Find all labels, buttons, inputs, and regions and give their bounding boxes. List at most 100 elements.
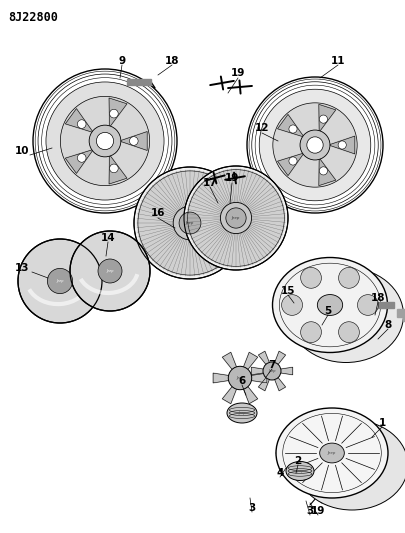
Ellipse shape [272,257,386,352]
Ellipse shape [281,295,302,316]
Circle shape [96,132,113,150]
Text: 1: 1 [377,418,385,428]
Circle shape [262,362,280,380]
Text: 9: 9 [118,56,125,66]
Circle shape [173,206,206,240]
Polygon shape [240,381,257,403]
Text: 17: 17 [202,178,217,188]
Text: 14: 14 [100,233,115,243]
Text: Jeep: Jeep [238,411,245,415]
Text: 8J22800: 8J22800 [8,11,58,24]
Circle shape [228,366,251,390]
Circle shape [299,130,329,160]
Ellipse shape [338,322,358,343]
Ellipse shape [275,408,387,498]
Polygon shape [109,98,127,127]
Text: 16: 16 [150,208,165,218]
Ellipse shape [285,462,313,481]
Polygon shape [222,352,239,375]
Circle shape [306,137,322,153]
Text: 19: 19 [230,68,245,78]
Text: 13: 13 [15,263,29,273]
Circle shape [89,125,121,157]
Circle shape [109,164,118,173]
Text: 5: 5 [324,306,331,316]
Circle shape [98,259,121,283]
Polygon shape [127,79,151,85]
Text: 8: 8 [384,320,391,330]
Text: 3: 3 [306,506,313,516]
Text: Jeep: Jeep [56,279,64,283]
Polygon shape [277,115,303,137]
Ellipse shape [288,268,403,362]
Circle shape [319,167,327,175]
Polygon shape [109,155,127,184]
Ellipse shape [300,268,321,288]
Text: 12: 12 [254,123,269,133]
Text: 15: 15 [280,286,294,296]
Polygon shape [274,367,292,375]
Circle shape [77,154,86,162]
Polygon shape [277,153,303,175]
Polygon shape [119,132,147,150]
Ellipse shape [295,420,405,510]
Ellipse shape [317,295,342,316]
Circle shape [46,82,164,200]
Polygon shape [318,104,335,132]
Circle shape [246,77,382,213]
Circle shape [319,115,327,123]
Circle shape [129,136,138,146]
Polygon shape [65,149,93,173]
Text: 19: 19 [310,506,324,516]
Circle shape [183,166,287,270]
Circle shape [77,120,86,128]
Polygon shape [258,373,271,391]
Polygon shape [396,309,405,321]
Circle shape [179,212,200,234]
Ellipse shape [226,403,256,423]
Text: Jeep: Jeep [231,216,240,220]
Text: Jeep: Jeep [327,451,335,455]
Circle shape [186,168,285,268]
Polygon shape [272,373,285,391]
Text: Jeep: Jeep [268,369,275,373]
Text: 19: 19 [224,173,239,183]
Circle shape [220,203,251,233]
Circle shape [272,103,356,187]
Text: 18: 18 [370,293,384,303]
Ellipse shape [300,322,321,343]
Ellipse shape [338,268,358,288]
Circle shape [337,141,345,149]
Polygon shape [328,136,354,154]
Polygon shape [222,381,239,403]
Polygon shape [258,351,271,369]
Polygon shape [213,373,236,383]
Polygon shape [243,373,266,383]
Circle shape [134,167,245,279]
Text: Jeep: Jeep [236,376,243,380]
Polygon shape [369,302,393,308]
Circle shape [18,239,102,323]
Circle shape [259,89,370,201]
Circle shape [288,157,296,165]
Text: 18: 18 [164,56,179,66]
Text: 4: 4 [276,468,283,478]
Circle shape [288,125,296,133]
Circle shape [60,96,149,185]
Text: 6: 6 [238,376,245,386]
Text: 10: 10 [15,146,29,156]
Circle shape [47,269,72,294]
Text: 3: 3 [248,503,255,513]
Text: 7: 7 [268,360,275,370]
Ellipse shape [319,443,343,463]
Text: Jeep: Jeep [185,221,194,225]
Circle shape [225,208,245,228]
Text: Jeep: Jeep [106,269,113,273]
Polygon shape [318,158,335,185]
Polygon shape [240,352,257,375]
Circle shape [33,69,177,213]
Text: 11: 11 [330,56,344,66]
Text: 2: 2 [294,456,301,466]
Text: Jeep: Jeep [296,469,303,473]
Circle shape [136,170,243,276]
